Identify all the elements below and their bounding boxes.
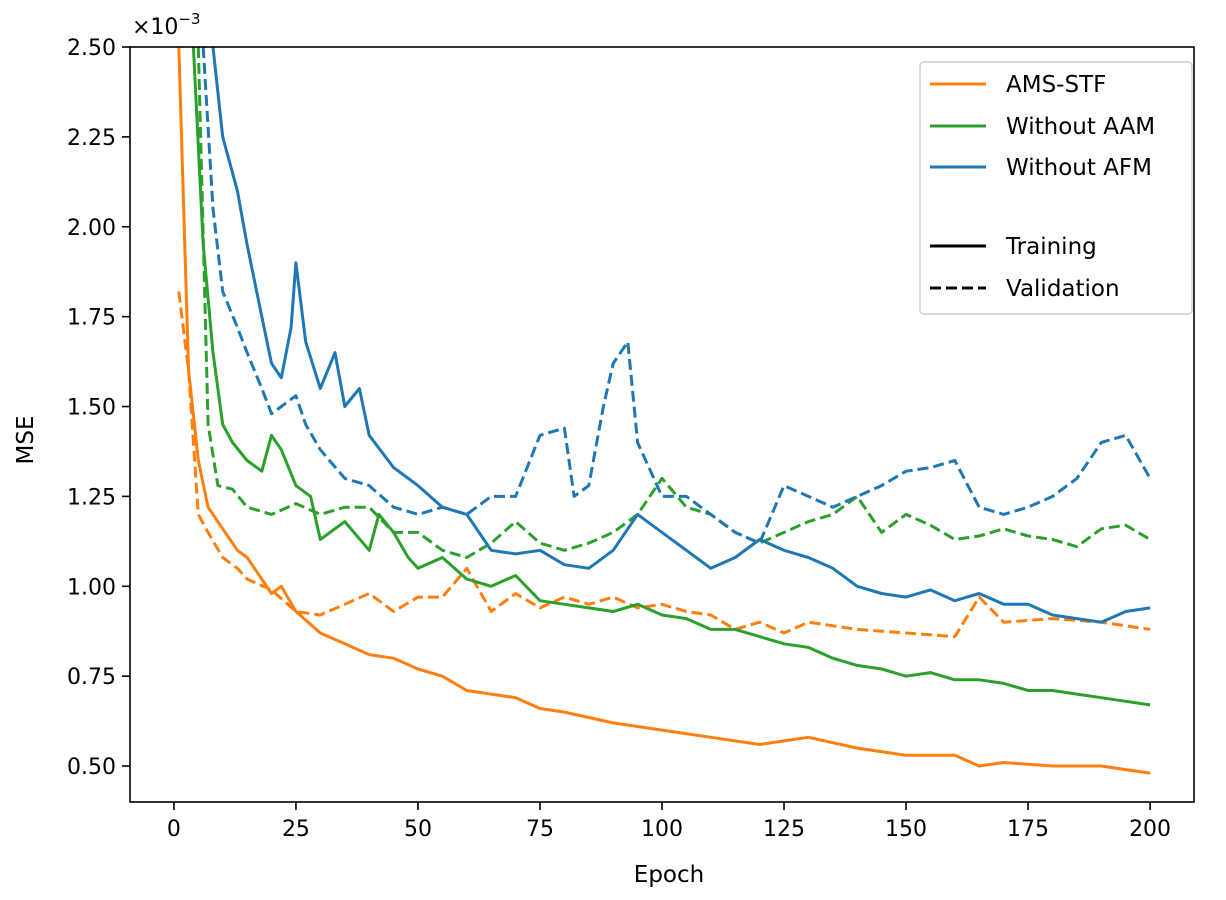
x-tick-label-100: 100 — [641, 817, 683, 842]
legend-label-training: Training — [1005, 234, 1097, 260]
y-tick-label-2.50: 2.50 — [67, 36, 116, 61]
x-tick-label-175: 175 — [1007, 817, 1049, 842]
ticks-layer: 0 25 50 75 100 125 150 175 200 0.50 0.75 1.00 1.25 1.… — [67, 36, 1171, 842]
x-tick-label-50: 50 — [404, 817, 432, 842]
x-tick-label-75: 75 — [526, 817, 554, 842]
legend-label-without-afm: Without AFM — [1006, 155, 1152, 181]
x-tick-label-25: 25 — [282, 817, 310, 842]
y-tick-label-0.75: 0.75 — [67, 665, 116, 690]
y-tick-label-2.00: 2.00 — [67, 216, 116, 241]
legend-label-ams-stf: AMS-STF — [1006, 72, 1106, 98]
y-tick-label-1.50: 1.50 — [67, 396, 116, 421]
legend-label-validation: Validation — [1006, 276, 1120, 302]
y-multiplier: ×10−3 — [132, 10, 201, 40]
series-ams-stf-training — [177, 47, 1151, 775]
y-axis-title: MSE — [13, 416, 39, 465]
legend-label-without-aam: Without AAM — [1006, 114, 1155, 140]
y-tick-label-1.25: 1.25 — [67, 485, 116, 510]
x-axis-title: Epoch — [634, 862, 704, 888]
series-without-afm-validation — [201, 47, 1152, 545]
series-without-aam-validation — [196, 47, 1151, 559]
legend: AMS-STF Without AAM Without AFM Training… — [919, 61, 1193, 315]
series-without-afm-training — [211, 47, 1151, 624]
series-ams-stf-validation — [177, 291, 1151, 639]
x-tick-label-125: 125 — [763, 817, 805, 842]
series-without-aam-training — [191, 47, 1151, 707]
y-tick-label-1.75: 1.75 — [67, 306, 116, 331]
series-layer — [177, 47, 1152, 775]
x-tick-label-200: 200 — [1129, 817, 1171, 842]
x-tick-label-150: 150 — [885, 817, 927, 842]
legend-box — [919, 61, 1193, 315]
y-tick-label-2.25: 2.25 — [67, 126, 116, 151]
plot-frame — [129, 46, 1195, 803]
y-tick-label-1.00: 1.00 — [67, 575, 116, 600]
y-tick-label-0.50: 0.50 — [67, 755, 116, 780]
x-tick-label-0: 0 — [167, 817, 181, 842]
